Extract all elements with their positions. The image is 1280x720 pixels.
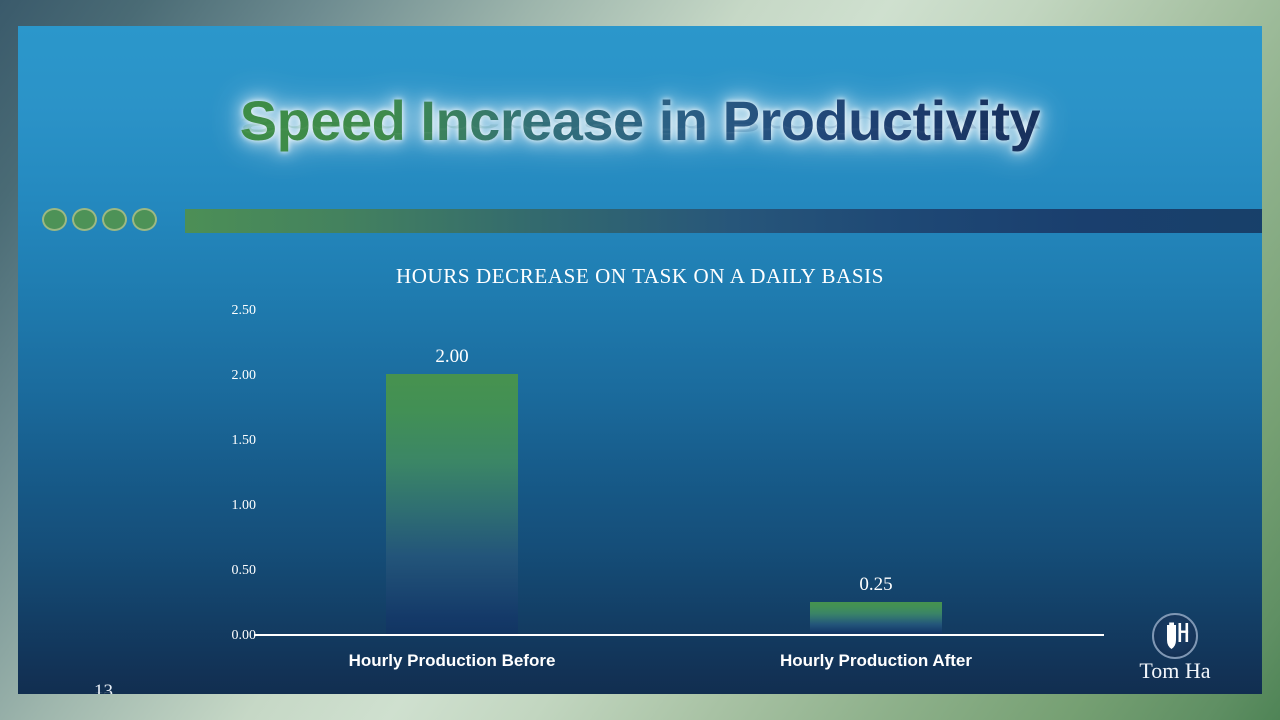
brand-mark: Tom Ha [1112, 613, 1238, 684]
bar-series: 2.00 0.25 [254, 314, 1104, 634]
divider-dot-icon [102, 208, 127, 231]
x-axis-category-label: Hourly Production After [779, 651, 973, 670]
x-axis-line [254, 634, 1104, 636]
y-axis-tick-label: 1.00 [231, 498, 257, 513]
plot-area: 2.00 0.25 [254, 311, 1128, 636]
brand-name: Tom Ha [1139, 658, 1211, 683]
slide-title: Speed Increase in Productivity [239, 89, 1041, 152]
slide-title-reflection-text: Speed Increase in Productivity [239, 111, 1041, 138]
page-number: 13 [94, 681, 113, 694]
y-axis-tick-label: 0.50 [231, 563, 257, 578]
x-axis-labels: Hourly Production Before Hourly Productio… [254, 651, 1104, 679]
y-axis-labels: 2.50 2.00 1.50 1.00 0.50 0.00 [198, 303, 257, 643]
bar-slot: 0.25 [810, 309, 942, 634]
chart-bar [386, 374, 518, 634]
slide-canvas: Speed Increase in Productivity Speed Inc… [18, 26, 1262, 694]
divider-dot-icon [42, 208, 67, 231]
y-axis-tick-label: 2.50 [231, 303, 257, 318]
slide-title-reflection: Speed Increase in Productivity [18, 111, 1262, 138]
divider-dots [42, 208, 157, 231]
y-axis-tick-label: 1.50 [231, 433, 257, 448]
shield-monogram-icon [1152, 613, 1198, 659]
x-axis-category-label: Hourly Production Before [348, 651, 556, 670]
divider-dot-icon [132, 208, 157, 231]
bar-value-label: 2.00 [435, 346, 469, 367]
bar-chart: 2.50 2.00 1.50 1.00 0.50 0.00 2.00 0.25 Hourly… [198, 303, 1128, 670]
bar-slot: 2.00 [386, 309, 518, 634]
slide-title-container: Speed Increase in Productivity [18, 88, 1262, 153]
chart-bar [810, 601, 942, 634]
divider-bar [185, 209, 1262, 233]
bar-value-label: 0.25 [859, 573, 893, 595]
divider-dot-icon [72, 208, 97, 231]
chart-title: HOURS DECREASE ON TASK ON A DAILY BASIS [395, 264, 885, 288]
page-number-reflection: 13 [94, 689, 113, 695]
y-axis-tick-label: 0.00 [231, 628, 257, 643]
divider [42, 208, 1262, 234]
y-axis-tick-label: 2.00 [231, 368, 257, 383]
